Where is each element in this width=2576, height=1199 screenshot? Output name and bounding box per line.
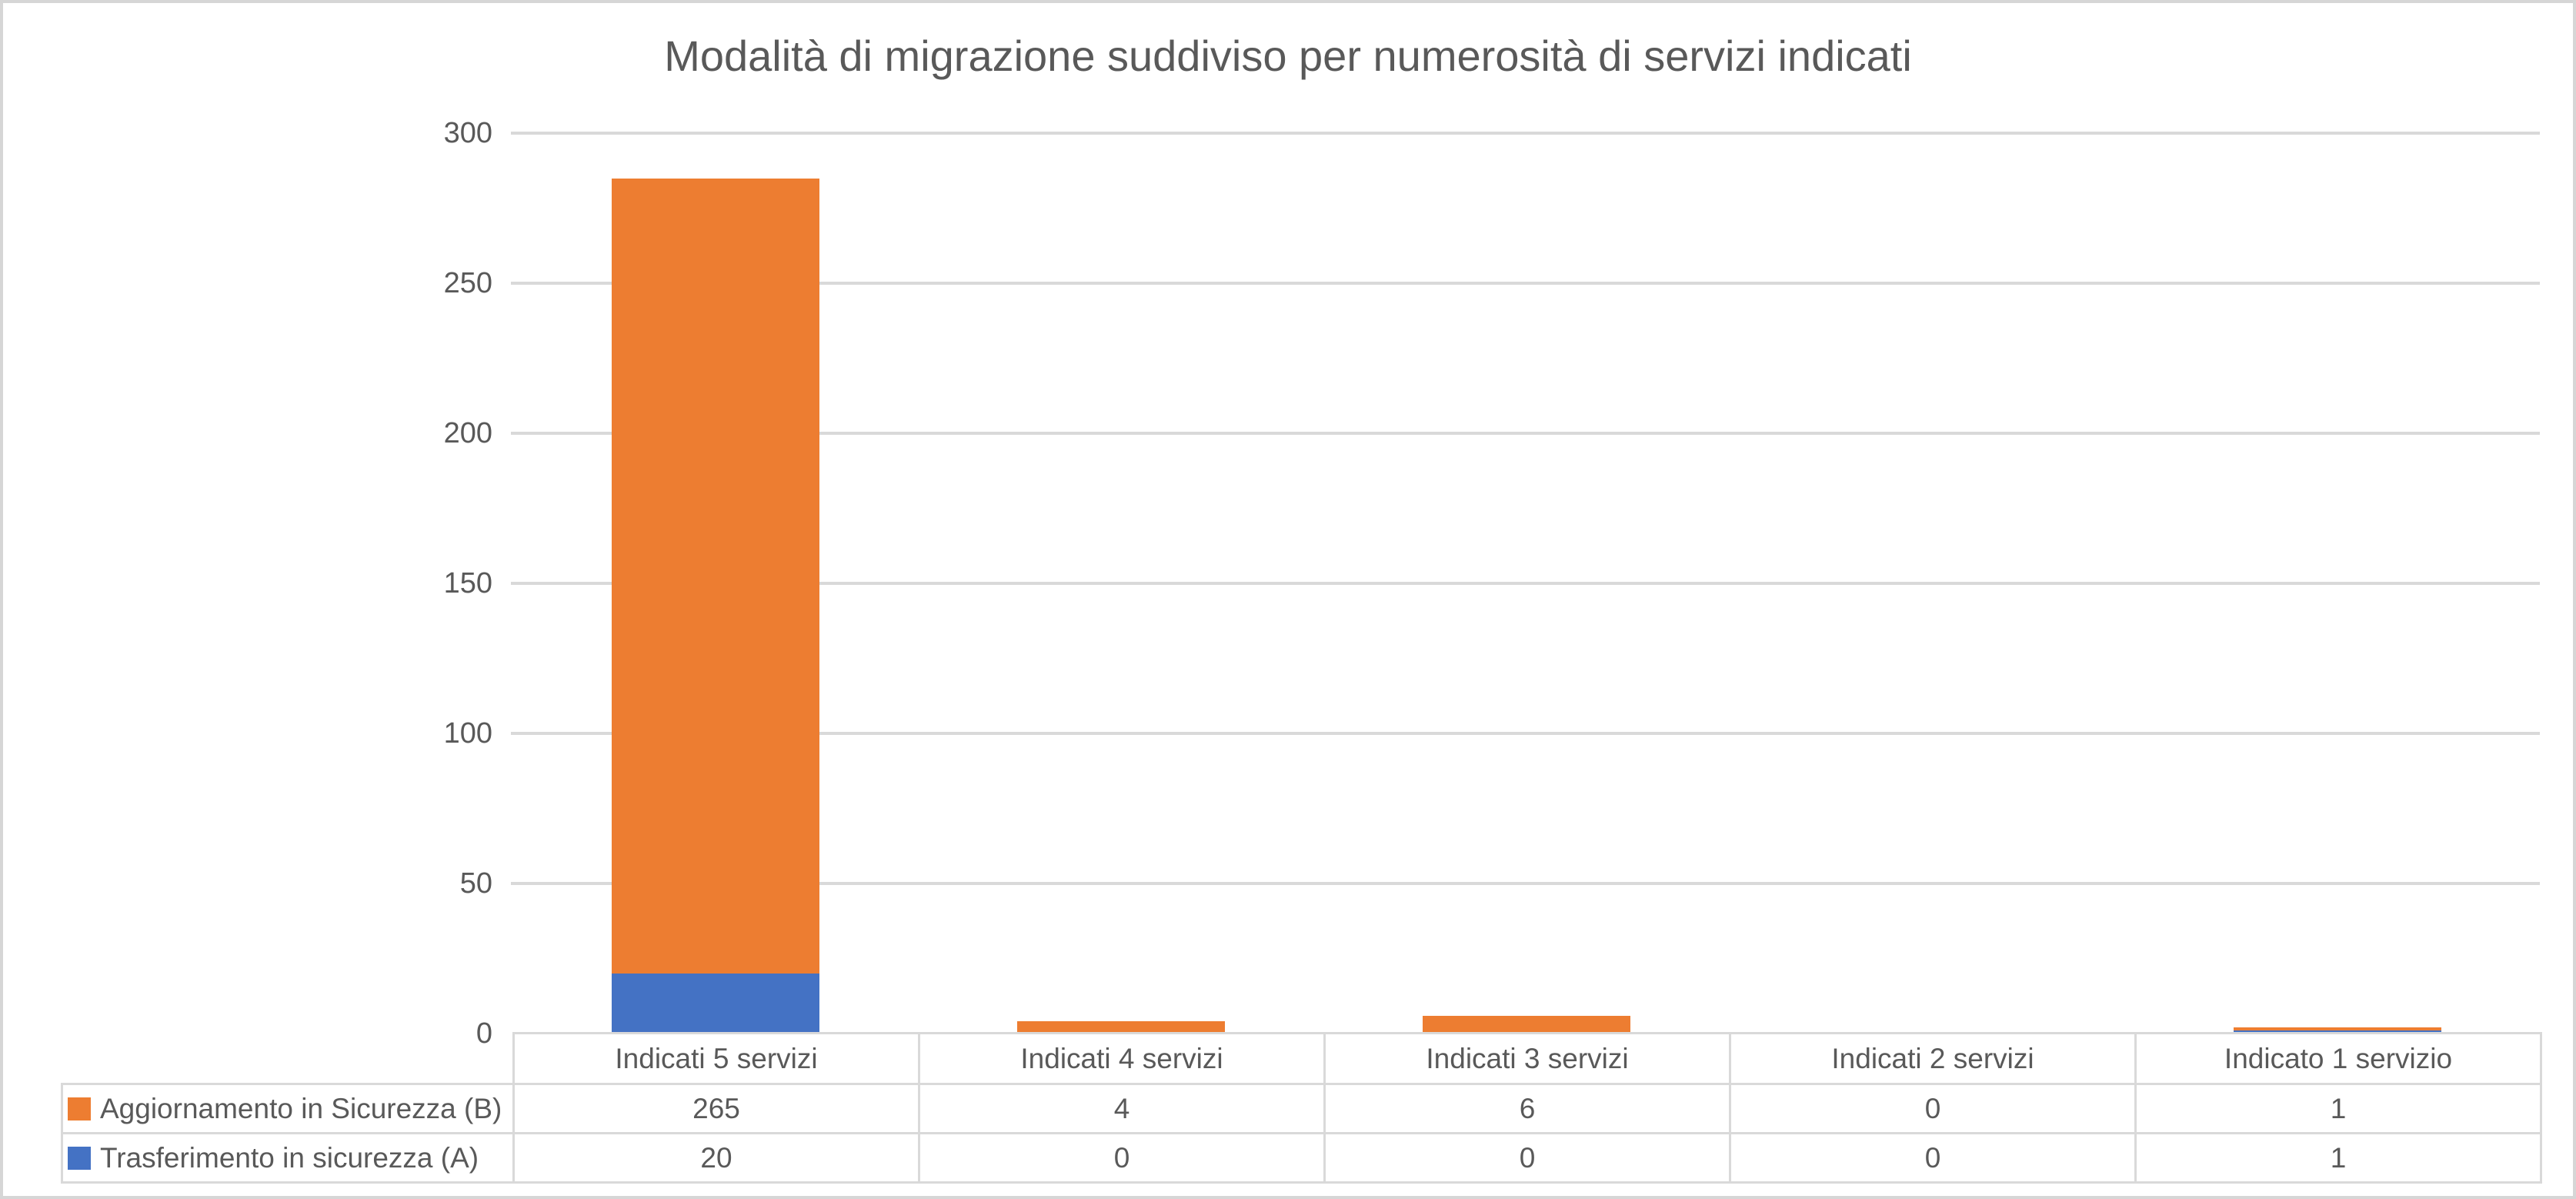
- series-name-label: Aggiornamento in Sicurezza (B): [100, 1092, 502, 1124]
- value-cell: 0: [1729, 1132, 2137, 1184]
- y-axis-tick-label: 0: [475, 1017, 492, 1050]
- gridline: [511, 582, 2540, 585]
- value-cell: 1: [2134, 1132, 2542, 1184]
- table-corner-cell: [62, 1034, 514, 1084]
- series-label-cell: Aggiornamento in Sicurezza (B): [61, 1083, 515, 1134]
- gridline: [511, 732, 2540, 735]
- y-axis-tick-label: 50: [459, 867, 492, 900]
- gridline: [511, 882, 2540, 885]
- table-series-row: Aggiornamento in Sicurezza (B) 265 4 6 0 1: [61, 1083, 2542, 1134]
- gridline: [511, 432, 2540, 435]
- series-name-label: Trasferimento in sicurezza (A): [100, 1141, 479, 1174]
- chart-title: Modalità di migrazione suddiviso per num…: [664, 32, 1912, 80]
- value-cell: 0: [1729, 1083, 2137, 1134]
- value-cell: 20: [512, 1132, 920, 1184]
- gridline: [511, 132, 2540, 135]
- value-cell: 4: [918, 1083, 1326, 1134]
- table-series-row: Trasferimento in sicurezza (A) 20 0 0 0 1: [61, 1132, 2542, 1184]
- y-axis-tick-label: 250: [443, 267, 492, 299]
- category-header-cell: Indicati 3 servizi: [1323, 1032, 1731, 1085]
- y-axis-tick-label: 150: [443, 567, 492, 600]
- y-axis-tick-label: 200: [443, 417, 492, 449]
- bar-segment-series-1-category-0: [612, 178, 819, 974]
- series-label-cell: Trasferimento in sicurezza (A): [61, 1132, 515, 1184]
- value-cell: 265: [512, 1083, 920, 1134]
- plot-area: 0 50 100 150 200 250 300: [3, 3, 2573, 1196]
- bar-segment-series-1-category-1: [1017, 1021, 1225, 1034]
- bar-segment-series-1-category-2: [1423, 1015, 1630, 1034]
- y-axis-tick-label: 300: [443, 117, 492, 149]
- category-header-cell: Indicato 1 servizio: [2134, 1032, 2542, 1085]
- bar-segment-series-0-category-0: [612, 974, 819, 1034]
- legend-swatch-icon: [68, 1097, 91, 1121]
- value-cell: 1: [2134, 1083, 2542, 1134]
- bar-segment-series-0-category-4: [2234, 1030, 2441, 1034]
- y-axis-tick-label: 100: [443, 717, 492, 750]
- data-table: Indicati 5 servizi Indicati 4 servizi Indi…: [61, 1032, 2542, 1184]
- value-cell: 0: [1323, 1132, 1731, 1184]
- category-header-cell: Indicati 2 servizi: [1729, 1032, 2137, 1085]
- category-header-cell: Indicati 5 servizi: [512, 1032, 920, 1085]
- value-cell: 6: [1323, 1083, 1731, 1134]
- gridline: [511, 282, 2540, 285]
- legend-swatch-icon: [68, 1146, 91, 1170]
- value-cell: 0: [918, 1132, 1326, 1184]
- category-header-cell: Indicati 4 servizi: [918, 1032, 1326, 1085]
- table-header-row: Indicati 5 servizi Indicati 4 servizi Indi…: [62, 1032, 2542, 1085]
- bar-segment-series-1-category-4: [2234, 1027, 2441, 1031]
